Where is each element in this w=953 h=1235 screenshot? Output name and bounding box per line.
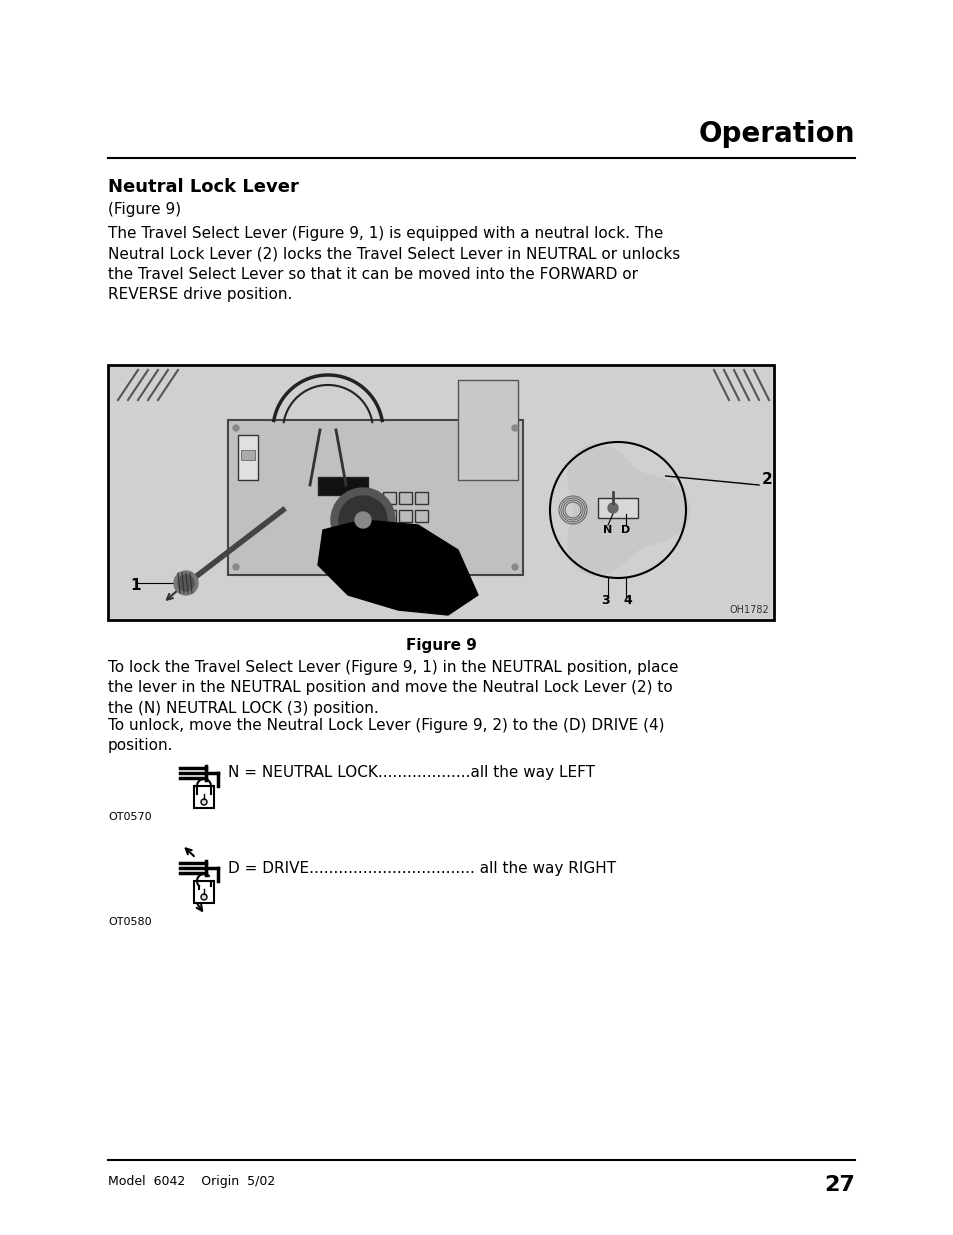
Text: Neutral Lock Lever: Neutral Lock Lever [108,178,298,196]
Bar [110,367,771,618]
Text: 1: 1 [130,578,140,593]
Text: (Figure 9): (Figure 9) [108,203,181,217]
Bar [241,450,254,459]
Text: N: N [602,525,612,535]
Text: Figure 9: Figure 9 [405,638,476,653]
Text: Model  6042    Origin  5/02: Model 6042 Origin 5/02 [108,1174,275,1188]
Circle shape [233,564,239,571]
Text: 4: 4 [623,594,632,606]
Bar [382,492,395,504]
Bar [108,366,773,620]
Bar [415,492,428,504]
Bar [317,477,368,495]
Circle shape [607,503,618,513]
Circle shape [338,496,387,543]
Circle shape [355,513,371,529]
Bar [415,510,428,522]
Text: OT0570: OT0570 [108,811,152,823]
Bar [598,498,638,517]
Bar [398,510,412,522]
Text: D = DRIVE.................................. all the way RIGHT: D = DRIVE...............................… [228,861,616,876]
Bar [457,380,517,480]
Circle shape [173,571,198,595]
Circle shape [512,425,517,431]
Bar [237,435,257,480]
Text: To unlock, move the Neutral Lock Lever (Figure 9, 2) to the (D) DRIVE (4)
positi: To unlock, move the Neutral Lock Lever (… [108,718,664,753]
Text: 27: 27 [823,1174,854,1195]
Circle shape [201,894,207,900]
Text: Operation: Operation [698,120,854,148]
Circle shape [201,799,207,805]
Text: OT0580: OT0580 [108,918,152,927]
Text: D: D [620,525,630,535]
Polygon shape [567,445,689,576]
Text: The Travel Select Lever (Figure 9, 1) is equipped with a neutral lock. The
Neutr: The Travel Select Lever (Figure 9, 1) is… [108,226,679,303]
Text: 2: 2 [761,473,772,488]
Circle shape [178,576,193,592]
Bar [193,785,213,808]
Text: To lock the Travel Select Lever (Figure 9, 1) in the NEUTRAL position, place
the: To lock the Travel Select Lever (Figure … [108,659,678,716]
Polygon shape [317,520,477,615]
Bar [398,492,412,504]
Text: N = NEUTRAL LOCK...................all the way LEFT: N = NEUTRAL LOCK...................all t… [228,766,595,781]
Bar [382,510,395,522]
Text: 3: 3 [601,594,610,606]
Circle shape [512,564,517,571]
Text: OH1782: OH1782 [728,605,768,615]
Bar [228,420,522,576]
Circle shape [331,488,395,552]
Circle shape [233,425,239,431]
Bar [193,881,213,903]
